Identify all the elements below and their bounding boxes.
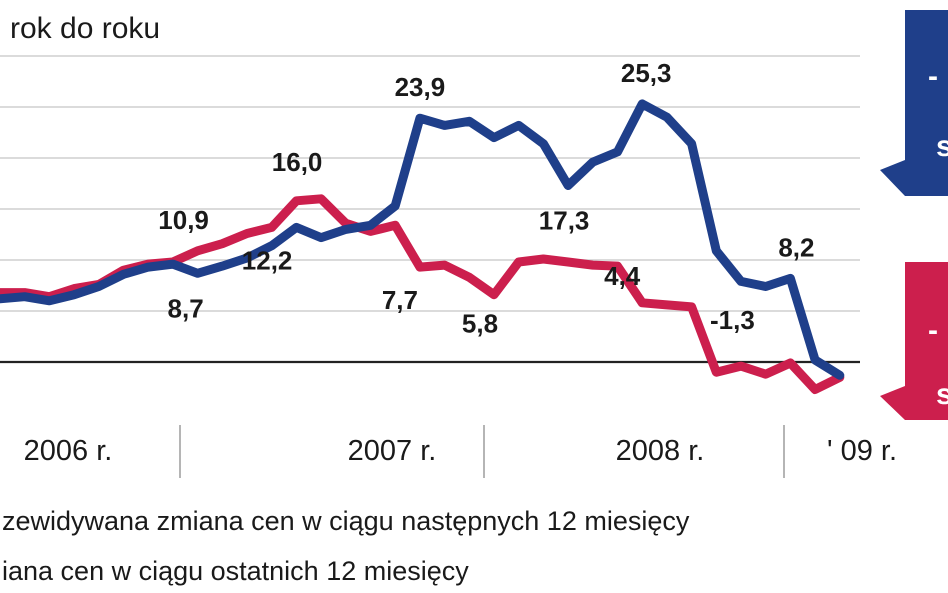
side-flag-banner bbox=[880, 262, 948, 420]
x-tick-label: 2008 r. bbox=[616, 435, 705, 467]
series-line-expected bbox=[0, 99, 845, 380]
legend-item: zewidywana zmiana cen w ciągu następnych… bbox=[2, 506, 690, 536]
side-flag-banner bbox=[880, 10, 948, 196]
x-tick-label: 2006 r. bbox=[24, 435, 113, 467]
x-tick-label: ' 09 r. bbox=[827, 435, 897, 467]
data-label: -1,3 bbox=[710, 305, 755, 335]
legend-item: iana cen w ciągu ostatnich 12 miesięcy bbox=[2, 556, 469, 586]
data-label: 23,9 bbox=[395, 72, 446, 102]
series-lines bbox=[0, 99, 845, 394]
x-tick-label: 2007 r. bbox=[348, 435, 437, 467]
data-label: 17,3 bbox=[539, 206, 590, 236]
side-flag-glyph: - bbox=[928, 60, 938, 93]
legend: zewidywana zmiana cen w ciągu następnych… bbox=[2, 506, 690, 586]
data-label: 4,4 bbox=[604, 261, 641, 291]
data-label: 7,7 bbox=[382, 285, 418, 315]
data-label: 12,2 bbox=[242, 246, 293, 276]
data-label: 8,7 bbox=[168, 293, 204, 323]
data-label: 5,8 bbox=[462, 309, 498, 339]
side-flags: - s - s bbox=[880, 10, 948, 420]
data-label: 25,3 bbox=[621, 58, 672, 88]
data-label: 16,0 bbox=[272, 147, 323, 177]
unit-label: rok do roku bbox=[10, 12, 160, 45]
data-label: 8,2 bbox=[778, 232, 814, 262]
data-labels: 8,7 12,2 23,9 17,3 25,3 8,2 10,9 16,0 7,7 5,8 4,4 -… bbox=[158, 58, 814, 339]
side-flag-glyph: s bbox=[936, 378, 948, 411]
side-flag-glyph: s bbox=[936, 130, 948, 163]
side-flag-glyph: - bbox=[928, 314, 938, 347]
x-axis: 2006 r. 2007 r. 2008 r. ' 09 r. bbox=[24, 425, 897, 478]
data-label: 10,9 bbox=[158, 205, 209, 235]
